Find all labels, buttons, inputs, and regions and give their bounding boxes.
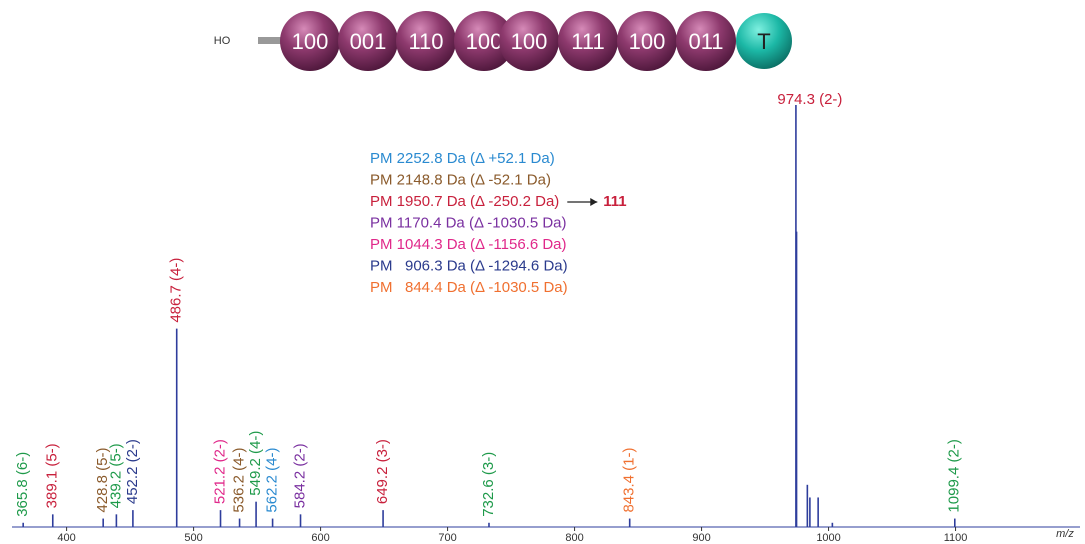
annotation: PM 1170.4 Da (Δ -1030.5 Da) (370, 214, 567, 231)
annotation: PM 844.4 Da (Δ -1030.5 Da) (370, 279, 568, 296)
monomer (396, 11, 456, 71)
x-tick-label: 1000 (816, 532, 840, 544)
peak-label: 974.3 (2-) (777, 91, 842, 108)
peak-label: 521.2 (2-) (211, 439, 228, 504)
peak-label: 428.8 (5-) (94, 448, 111, 513)
monomer (454, 11, 514, 71)
monomer-label: 100 (292, 29, 329, 54)
peak-label: 584.2 (2-) (291, 443, 308, 508)
monomer-label: 100 (629, 29, 666, 54)
peak-label: 549.2 (4-) (247, 431, 264, 496)
monomer-label: 111 (571, 29, 604, 54)
monomer-label: 100 (511, 29, 548, 54)
monomer (617, 11, 677, 71)
peak-label: 486.7 (4-) (168, 258, 185, 323)
peak-label: 562.2 (4-) (264, 448, 281, 513)
monomer-label: 100 (466, 29, 503, 54)
terminus-label: HO (214, 35, 231, 47)
annotation: PM 1044.3 Da (Δ -1156.6 Da) (370, 236, 567, 253)
peak-label: 1099.4 (2-) (946, 439, 963, 512)
linker-rod (258, 37, 282, 44)
monomer-label: 011 (688, 29, 723, 54)
end-group-label: T (757, 29, 770, 54)
peak-label: 732.6 (3-) (480, 452, 497, 517)
peak-label: 439.2 (5-) (107, 443, 124, 508)
end-group (736, 13, 792, 69)
monomer (280, 11, 340, 71)
monomer (338, 11, 398, 71)
peak-label: 452.2 (2-) (124, 439, 141, 504)
peak-label: 365.8 (6-) (14, 452, 31, 517)
x-tick-label: 600 (311, 532, 329, 544)
annotation-target: 111 (603, 193, 626, 210)
peak-label: 389.1 (5-) (44, 443, 61, 508)
x-tick-label: 500 (184, 532, 202, 544)
x-tick-label: 400 (57, 532, 75, 544)
x-tick-label: 800 (565, 532, 583, 544)
annotations: PM 2252.8 Da (Δ +52.1 Da) PM 2148.8 Da (Δ… (370, 150, 627, 296)
peak-label: 649.2 (3-) (374, 439, 391, 504)
x-axis-label: m/z (1056, 528, 1074, 540)
annotation: PM 2148.8 Da (Δ -52.1 Da) (370, 171, 551, 188)
annotation: PM 1950.7 Da (Δ -250.2 Da) (370, 193, 559, 210)
x-tick-label: 1100 (944, 532, 968, 544)
monomer-label: 110 (408, 29, 443, 54)
x-tick-label: 900 (692, 532, 710, 544)
monomer (676, 11, 736, 71)
monomer-label: 001 (350, 29, 387, 54)
peak-label: 843.4 (1-) (621, 448, 638, 513)
arrow-head (590, 198, 598, 206)
x-tick-label: 700 (438, 532, 456, 544)
monomer (499, 11, 559, 71)
annotation: PM 2252.8 Da (Δ +52.1 Da) (370, 150, 555, 167)
peak-label: 536.2 (4-) (231, 448, 248, 513)
monomer (558, 11, 618, 71)
annotation: PM 906.3 Da (Δ -1294.6 Da) (370, 257, 568, 274)
